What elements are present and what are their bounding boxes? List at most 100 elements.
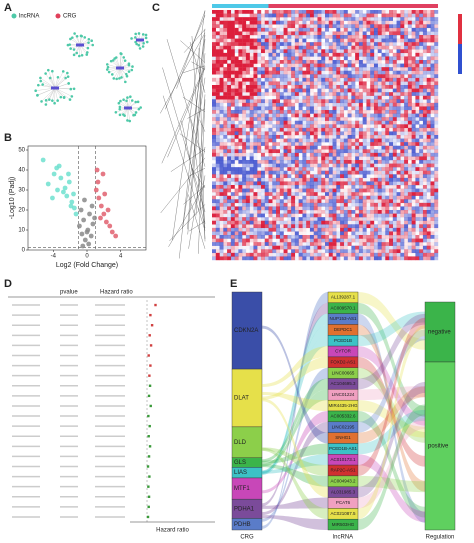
heat-cell — [332, 127, 337, 132]
heat-cell — [358, 199, 363, 204]
heat-cell — [264, 102, 269, 107]
heat-cell — [321, 85, 326, 89]
heat-cell — [412, 49, 416, 53]
heat-cell — [230, 145, 235, 150]
heat-cell — [347, 31, 352, 36]
heat-cell — [242, 138, 247, 143]
heat-cell — [358, 95, 363, 100]
point — [80, 243, 86, 249]
heat-cell — [347, 152, 352, 157]
heat-cell — [309, 181, 314, 186]
heat-cell — [260, 177, 265, 182]
heat-cell — [260, 195, 265, 200]
heat-cell — [257, 252, 262, 257]
heat-cell — [310, 171, 314, 175]
lncrna-label: PCAT6 — [336, 500, 351, 505]
heat-cell — [422, 199, 427, 204]
heat-cell — [313, 113, 318, 118]
heat-cell — [276, 110, 280, 114]
heat-cell — [362, 67, 367, 71]
heat-cell — [351, 195, 356, 200]
heat-cell — [358, 210, 363, 214]
heat-cell — [309, 31, 314, 36]
heat-cell — [419, 24, 424, 29]
heat-cell — [306, 42, 311, 46]
heat-cell — [370, 110, 374, 114]
heat-cell — [422, 49, 427, 54]
heat-cell — [294, 167, 299, 171]
heat-cell — [242, 238, 247, 243]
heat-cell — [411, 163, 416, 168]
heat-cell — [392, 252, 397, 257]
heat-cell — [230, 77, 235, 82]
heat-cell — [377, 160, 382, 164]
heat-cell — [389, 145, 393, 150]
heat-cell — [317, 185, 322, 189]
heat-cell — [362, 181, 367, 186]
node — [64, 76, 67, 80]
heat-cell — [407, 127, 412, 132]
heat-cell — [230, 92, 235, 96]
heat-cell — [219, 252, 224, 257]
heat-cell — [340, 92, 345, 96]
heat-cell — [400, 27, 405, 32]
heat-cell — [422, 177, 427, 182]
heat-cell — [336, 202, 341, 207]
heat-cell — [212, 81, 216, 85]
heat-cell — [332, 70, 337, 75]
heat-cell — [381, 110, 386, 114]
heat-cell — [358, 106, 363, 111]
heat-cell — [426, 149, 431, 154]
heat-cell — [321, 92, 326, 96]
heat-cell — [336, 235, 341, 239]
heat-cell — [294, 195, 299, 200]
heat-cell — [419, 106, 424, 111]
heat-cell — [434, 213, 439, 218]
heat-cell — [328, 192, 333, 196]
heat-cell — [268, 124, 273, 129]
heat-cell — [276, 95, 280, 100]
heat-cell — [219, 102, 224, 107]
node — [126, 96, 129, 99]
heat-cell — [325, 145, 329, 150]
heat-cell — [257, 92, 262, 96]
heat-cell — [230, 210, 235, 214]
heat-cell — [362, 206, 367, 211]
heat-cell — [400, 235, 405, 239]
heat-cell — [321, 177, 326, 182]
heat-cell — [359, 117, 363, 121]
heat-cell — [223, 77, 228, 82]
heat-cell — [340, 188, 345, 193]
heat-cell — [309, 177, 314, 182]
heat-cell — [276, 27, 280, 32]
heat-cell — [370, 202, 375, 207]
edge — [54, 71, 64, 89]
heat-cell — [223, 95, 228, 100]
heat-cell — [283, 92, 288, 96]
heat-cell — [328, 138, 333, 143]
heat-cell — [279, 213, 284, 218]
heat-cell — [392, 13, 397, 18]
heat-cell — [313, 227, 318, 232]
heat-cell — [212, 170, 216, 175]
heat-cell — [272, 242, 277, 246]
heat-cell — [223, 192, 228, 196]
dendrogram — [179, 133, 206, 152]
heat-cell — [419, 160, 424, 164]
heat-cell — [434, 245, 439, 250]
heat-cell — [392, 106, 397, 111]
heat-cell — [325, 238, 329, 243]
heat-cell — [373, 85, 378, 89]
hr-point — [147, 505, 150, 509]
heat-cell — [234, 242, 239, 246]
heat-cell — [389, 17, 393, 21]
heat-cell — [430, 178, 434, 182]
heat-cell — [422, 249, 427, 254]
heat-cell — [268, 160, 273, 164]
heat-cell — [272, 120, 277, 125]
heat-cell — [234, 220, 239, 225]
heat-cell — [415, 217, 420, 221]
heat-cell — [422, 167, 427, 171]
heat-cell — [283, 206, 288, 211]
heat-cell — [223, 42, 228, 46]
